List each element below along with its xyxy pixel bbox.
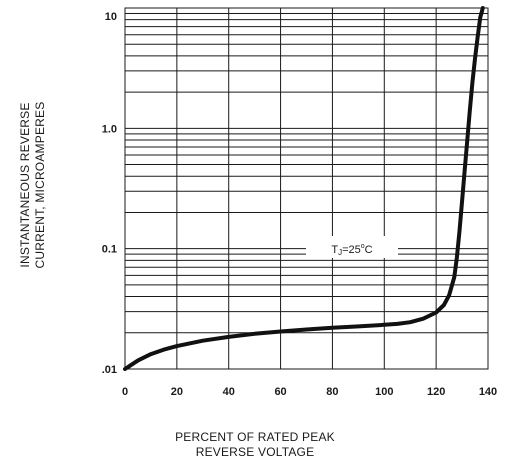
x-tick-label: 40 <box>223 386 235 398</box>
y-axis-label: INSTANTANEOUS REVERSE CURRENT, MICROAMPE… <box>8 60 58 310</box>
x-tick-label: 140 <box>479 386 497 398</box>
x-tick-label: 0 <box>122 386 128 398</box>
annotation-value: =25 <box>342 244 361 256</box>
tick-labels: 0 20 40 60 80 100 120 140 10 1.0 0.1 .01 <box>102 11 497 398</box>
y-axis-label-line-1: INSTANTANEOUS REVERSE <box>18 102 32 268</box>
y-axis-label-line-2: CURRENT, MICROAMPERES <box>33 101 47 269</box>
x-axis-label-line-1: PERCENT OF RATED PEAK <box>175 430 335 444</box>
junction-temperature-annotation: TJ=25oC <box>306 236 398 258</box>
y-tick-label: 10 <box>105 11 117 23</box>
reverse-current-curve <box>123 6 485 371</box>
x-axis-label: PERCENT OF RATED PEAK REVERSE VOLTAGE <box>140 430 370 460</box>
x-tick-label: 120 <box>427 386 445 398</box>
annotation-degree: o <box>360 243 365 250</box>
x-tick-label: 80 <box>326 386 338 398</box>
y-tick-label: 0.1 <box>102 244 117 256</box>
annotation-t: T <box>331 244 339 256</box>
x-tick-label: 20 <box>171 386 183 398</box>
plot-frame <box>124 7 489 370</box>
y-tick-label: 1.0 <box>102 123 117 135</box>
annotation-unit: C <box>364 244 373 256</box>
x-axis-label-line-2: REVERSE VOLTAGE <box>195 445 315 459</box>
annotation-sub: J <box>338 248 343 257</box>
x-tick-label: 100 <box>375 386 393 398</box>
y-tick-label: .01 <box>102 364 117 376</box>
x-tick-label: 60 <box>274 386 286 398</box>
